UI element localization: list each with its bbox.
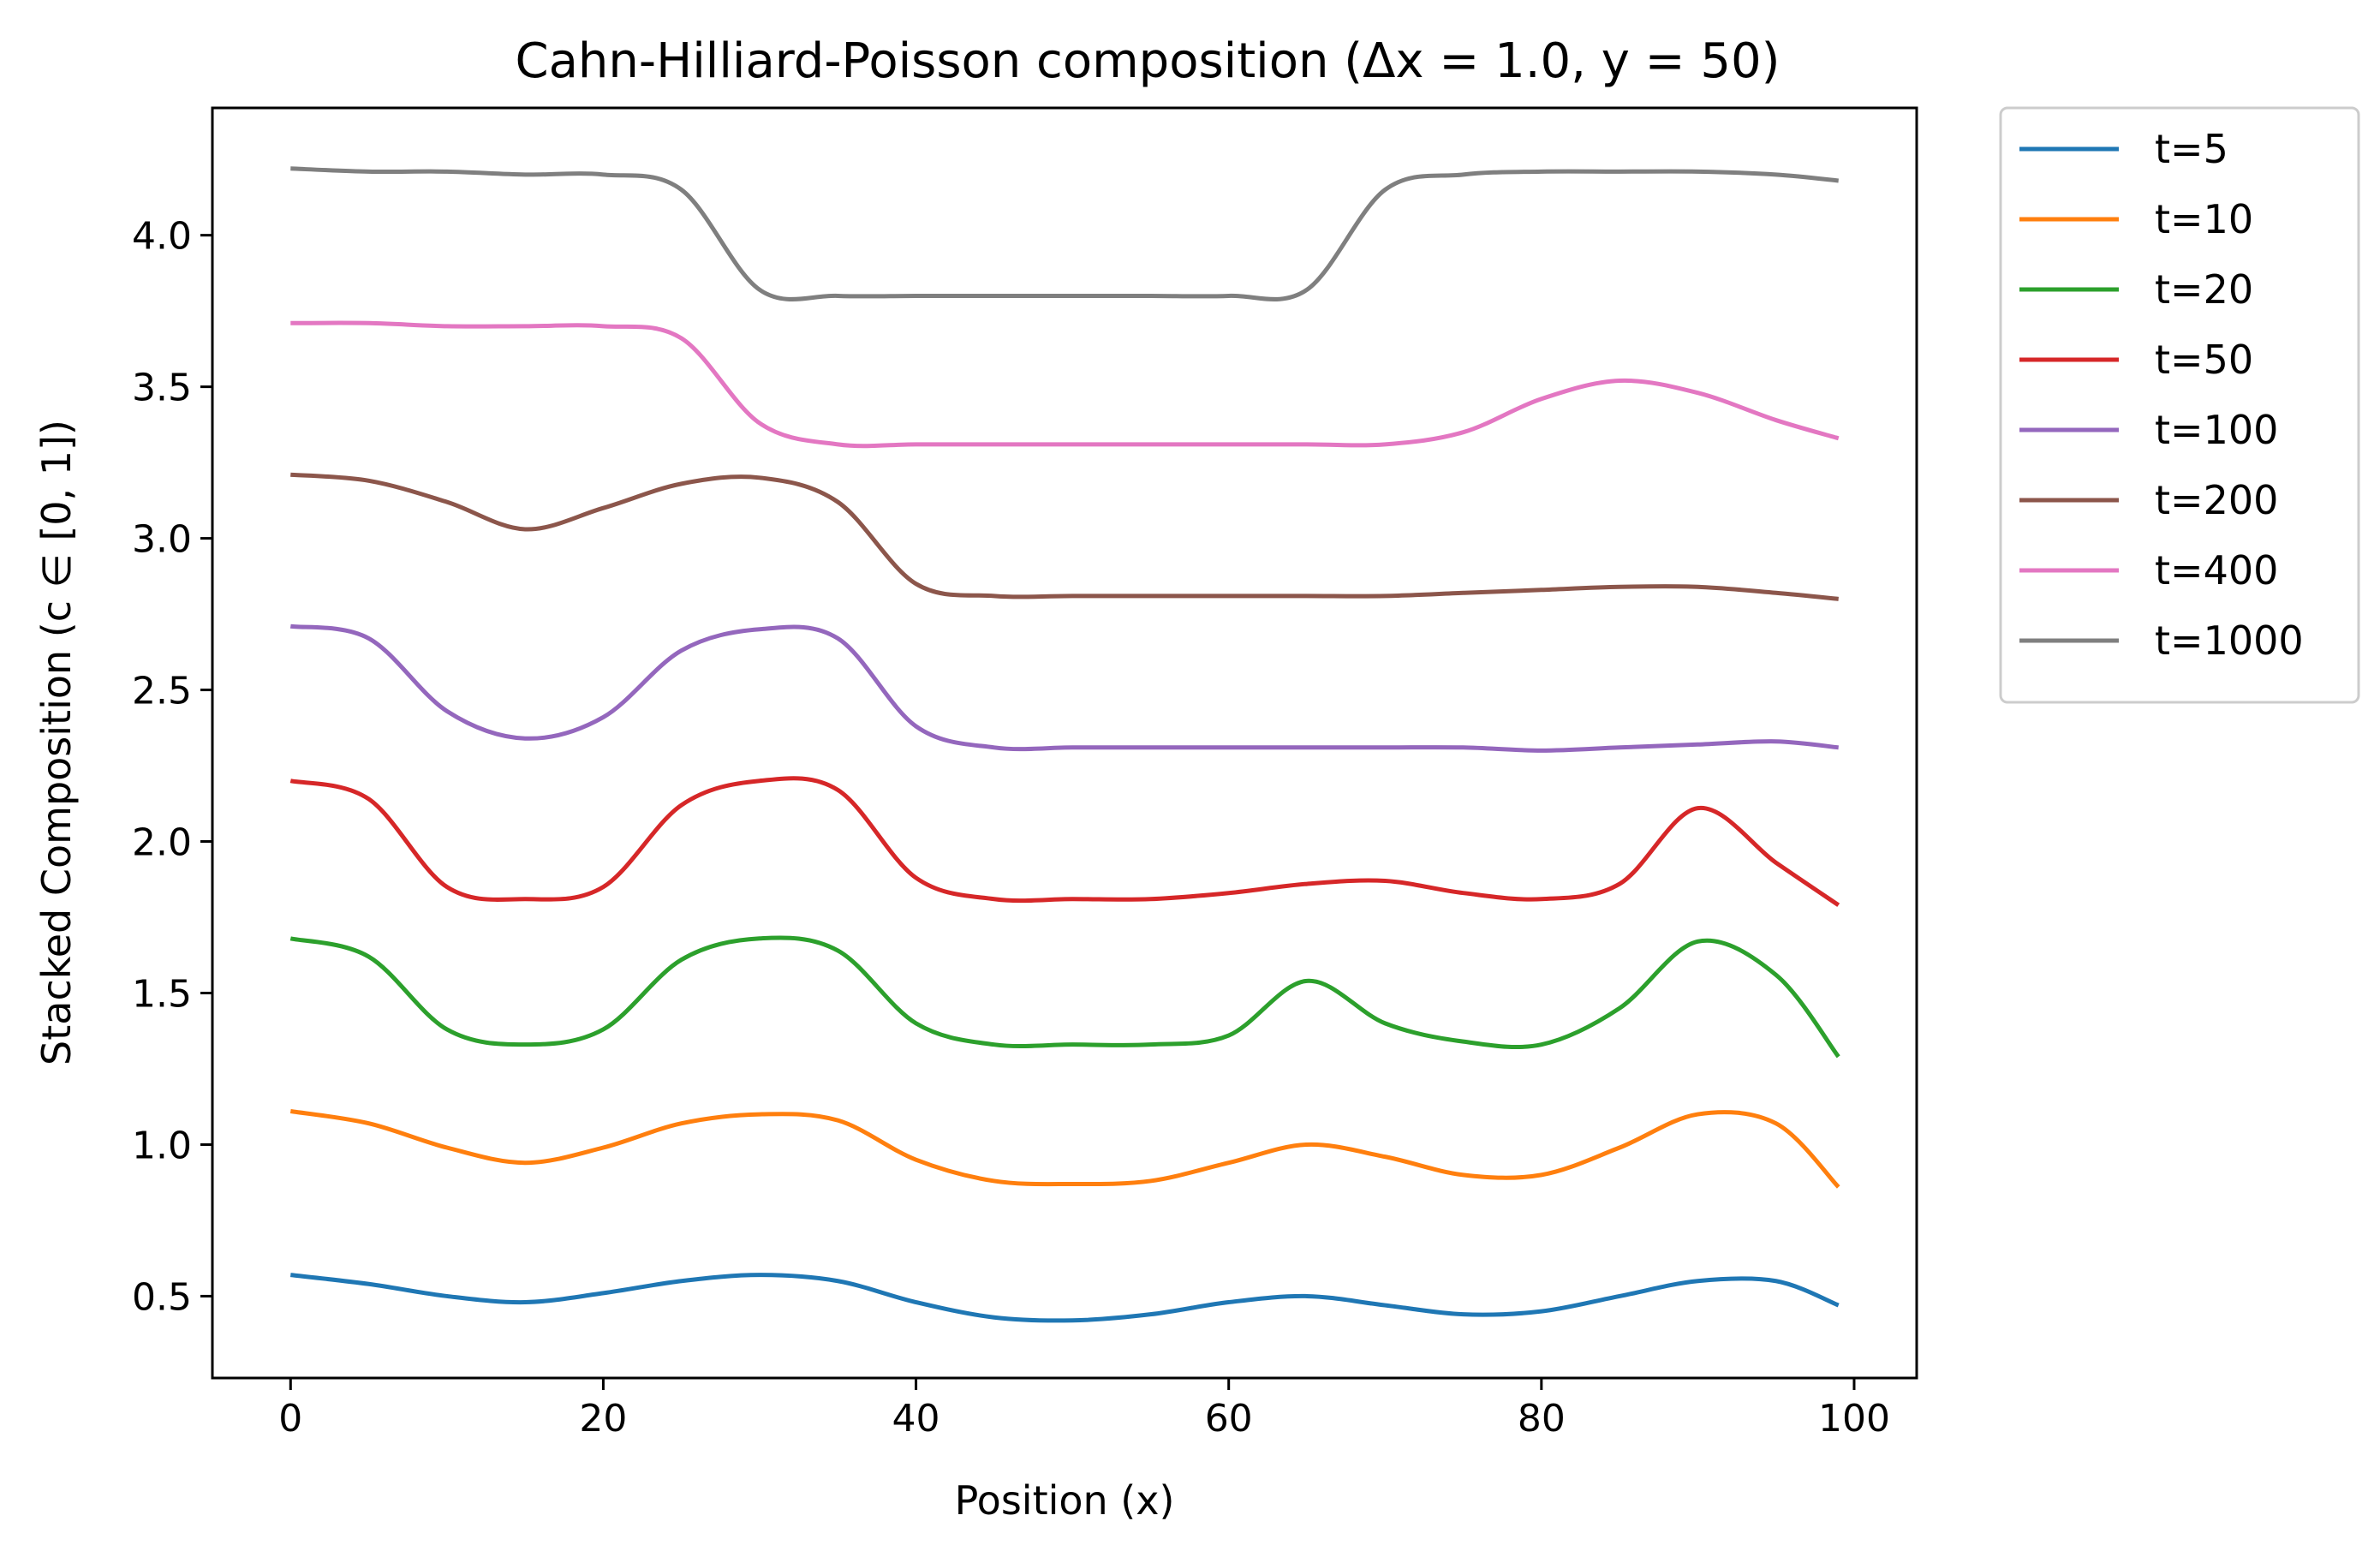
- series-line-t-5: [289, 1273, 1840, 1323]
- legend-box: [1999, 106, 2360, 704]
- x-tick-label: 80: [1518, 1397, 1566, 1441]
- y-tick-label: 3.0: [132, 518, 192, 562]
- x-axis: 0 20 40 60 80 100: [278, 1378, 1890, 1441]
- series-line-t-1000: [290, 166, 1839, 301]
- y-tick-label: 1.5: [132, 972, 192, 1016]
- x-tick-label: 100: [1818, 1397, 1890, 1441]
- y-axis-label: Stacked Composition (c ∈ [0, 1]): [33, 420, 80, 1065]
- series-line-t-50: [289, 776, 1840, 907]
- legend-label: t=1000: [2155, 617, 2304, 664]
- legend-label: t=100: [2155, 407, 2278, 453]
- series-line-t-20: [289, 935, 1840, 1059]
- series-line-t-10: [289, 1109, 1840, 1189]
- legend-label: t=10: [2155, 196, 2253, 242]
- series-line-t-200: [290, 472, 1839, 601]
- x-axis-label: Position (x): [955, 1477, 1175, 1524]
- y-tick-label: 3.5: [132, 367, 192, 410]
- legend-label: t=400: [2155, 547, 2278, 594]
- x-tick-label: 40: [892, 1397, 940, 1441]
- legend-label: t=20: [2155, 266, 2253, 313]
- x-tick-label: 20: [579, 1397, 627, 1441]
- y-axis: 0.5 1.0 1.5 2.0 2.5 3.0 3.5 4.0: [132, 215, 212, 1319]
- y-tick-label: 2.5: [132, 670, 192, 713]
- series-line-t-400: [290, 320, 1840, 449]
- axes-frame: [211, 106, 1918, 1380]
- chart-title: Cahn-Hilliard-Poisson composition (Δx = …: [515, 33, 1780, 89]
- legend: t=5 t=10 t=20 t=50 t=100 t=200 t=400 t=1000: [1999, 106, 2360, 704]
- legend-label: t=50: [2155, 337, 2253, 383]
- y-tick-label: 2.0: [132, 821, 192, 865]
- y-tick-label: 4.0: [132, 215, 192, 259]
- legend-label: t=200: [2155, 477, 2278, 523]
- plot-area: [289, 166, 1840, 1323]
- x-tick-label: 60: [1205, 1397, 1253, 1441]
- series-line-t-100: [289, 623, 1839, 753]
- y-tick-label: 0.5: [132, 1275, 192, 1319]
- x-tick-label: 0: [278, 1397, 302, 1441]
- legend-label: t=5: [2155, 126, 2228, 172]
- y-tick-label: 1.0: [132, 1124, 192, 1167]
